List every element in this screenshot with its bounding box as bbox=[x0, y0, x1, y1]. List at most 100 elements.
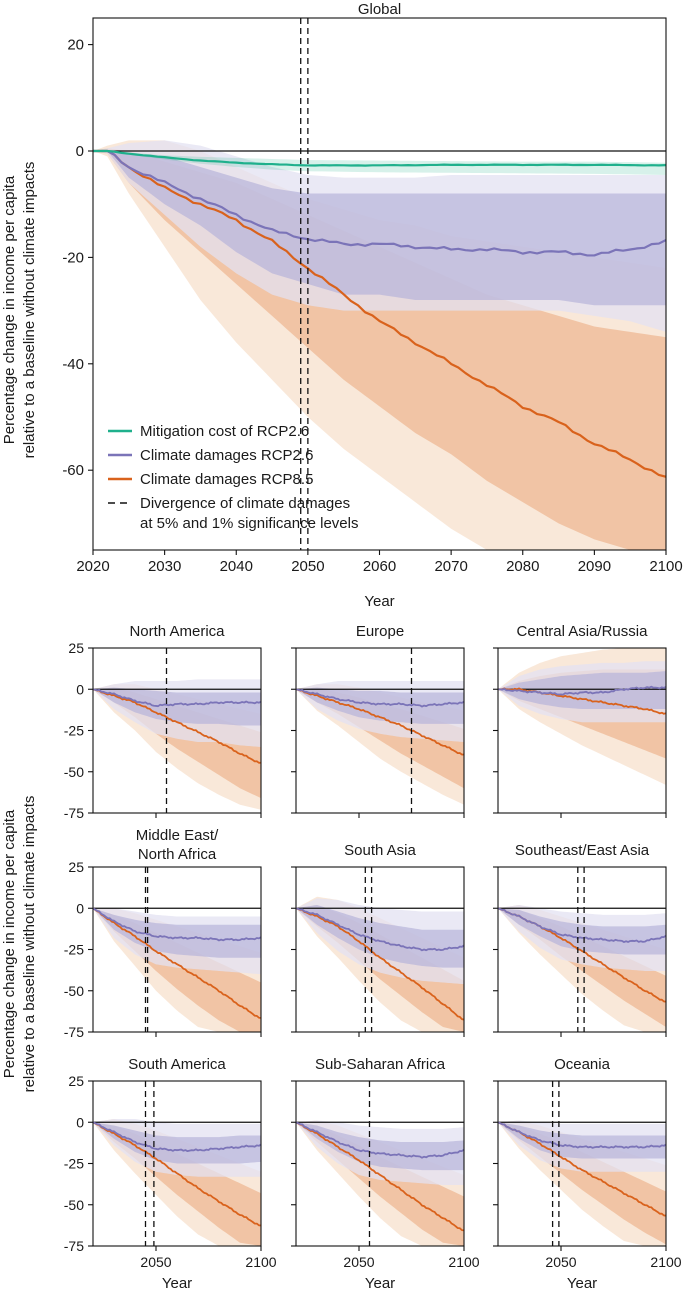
y-tick-label: -50 bbox=[64, 983, 84, 999]
grid-ylabel-line2: relative to a baseline without climate i… bbox=[21, 796, 38, 1093]
y-tick-label: -25 bbox=[64, 1156, 84, 1172]
plot-area bbox=[296, 648, 464, 813]
x-tick-label: 2100 bbox=[245, 1254, 276, 1270]
x-tick-label: 2050 bbox=[545, 1254, 576, 1270]
legend-label: Mitigation cost of RCP2.6 bbox=[140, 423, 309, 440]
plot-area bbox=[93, 18, 666, 550]
y-tick-label: -75 bbox=[64, 805, 84, 821]
series-line-rcp85 bbox=[296, 688, 464, 756]
plot-area bbox=[498, 648, 666, 785]
panel-title: Central Asia/Russia bbox=[517, 623, 649, 640]
band-inner-rcp26 bbox=[296, 687, 464, 724]
y-tick-label: -50 bbox=[64, 764, 84, 780]
panel-middle-east-north-africa: Middle East/North Africa 25 0 -25 -50 -75 bbox=[64, 827, 262, 1040]
x-tick-label: 2100 bbox=[448, 1254, 479, 1270]
x-tick-label: 2040 bbox=[220, 558, 253, 575]
series-line-rcp85 bbox=[93, 688, 261, 764]
y-tick-label: 20 bbox=[67, 37, 84, 54]
x-tick-label: 2100 bbox=[650, 1254, 681, 1270]
panel-sub-saharan-africa: Sub-Saharan Africa 2050 2100 Year bbox=[291, 1056, 480, 1292]
band-inner-rcp26 bbox=[93, 1122, 261, 1164]
y-tick-label: 0 bbox=[76, 900, 84, 916]
legend: Mitigation cost of RCP2.6 Climate damages… bbox=[108, 423, 358, 532]
panel-title-line2: North Africa bbox=[138, 846, 217, 863]
plot-area bbox=[93, 1081, 261, 1246]
legend-label-line2: at 5% and 1% significance levels bbox=[140, 515, 358, 532]
band-inner-rcp26 bbox=[93, 151, 666, 306]
plot-area bbox=[296, 867, 464, 1032]
panel-title: Europe bbox=[356, 623, 404, 640]
band-inner-rcp26 bbox=[93, 908, 261, 958]
series-line-rcp85 bbox=[93, 149, 666, 478]
y-tick-label: -25 bbox=[64, 942, 84, 958]
series-line-rcp26 bbox=[296, 688, 464, 708]
panel-oceania: Oceania 2050 2100 Year bbox=[493, 1056, 682, 1292]
panel-title: South Asia bbox=[344, 842, 416, 859]
panel-southeast-east-asia: Southeast/East Asia bbox=[493, 842, 667, 1037]
series-line-rcp26 bbox=[93, 688, 261, 708]
x-axis-title: Year bbox=[364, 593, 394, 610]
band-inner-rcp26 bbox=[296, 904, 464, 968]
y-tick-label: -25 bbox=[64, 723, 84, 739]
x-axis-title: Year bbox=[567, 1275, 597, 1292]
panel-title: Sub-Saharan Africa bbox=[315, 1056, 446, 1073]
x-tick-label: 2060 bbox=[363, 558, 396, 575]
panel-global: Global 20 0 -20 -40 -60 2020 2030 2040 2050 2060 20… bbox=[62, 1, 682, 610]
x-tick-label: 2080 bbox=[506, 558, 539, 575]
series-line-rcp85 bbox=[296, 1121, 464, 1232]
panel-title: North America bbox=[129, 623, 225, 640]
panel-title: Middle East/ bbox=[136, 827, 219, 844]
plot-area bbox=[93, 648, 261, 813]
x-axis-title: Year bbox=[162, 1275, 192, 1292]
y-tick-label: -75 bbox=[64, 1238, 84, 1254]
panel-title: South America bbox=[128, 1056, 226, 1073]
panel-north-america: North America 25 0 -25 -50 -75 bbox=[64, 623, 262, 821]
plot-area bbox=[498, 867, 666, 1032]
x-tick-label: 2090 bbox=[578, 558, 611, 575]
series-line-rcp26 bbox=[498, 685, 666, 696]
legend-label: Divergence of climate damages bbox=[140, 495, 350, 512]
plot-area bbox=[296, 1081, 464, 1246]
y-tick-label: 25 bbox=[68, 640, 84, 656]
panel-south-asia: South Asia bbox=[291, 842, 465, 1037]
series-line-rcp26 bbox=[296, 907, 464, 952]
panel-title: Oceania bbox=[554, 1056, 611, 1073]
panel-south-america: South America 25 0 -25 -50 -75 2050 2100 Year bbox=[64, 1056, 277, 1292]
y-tick-label: 0 bbox=[76, 1114, 84, 1130]
y-tick-label: -75 bbox=[64, 1024, 84, 1040]
y-tick-label: 0 bbox=[76, 681, 84, 697]
panel-title: Global bbox=[358, 1, 401, 18]
series-line-rcp85 bbox=[296, 907, 464, 1021]
y-tick-label: -20 bbox=[62, 249, 84, 266]
series-line-rcp26 bbox=[93, 907, 261, 942]
panel-europe: Europe bbox=[291, 623, 465, 818]
chart-panels: Global 20 0 -20 -40 -60 2020 2030 2040 2050 2060 20… bbox=[62, 1, 682, 1292]
x-tick-label: 2050 bbox=[140, 1254, 171, 1270]
figure-labels: Percentage change in income per capita r… bbox=[1, 162, 38, 1093]
series-line-rcp85 bbox=[93, 1121, 261, 1227]
legend-label: Climate damages RCP8.5 bbox=[140, 471, 313, 488]
series-line-rcp26 bbox=[296, 1121, 464, 1159]
series-line-mitigation bbox=[93, 149, 666, 167]
x-tick-label: 2050 bbox=[343, 1254, 374, 1270]
series-line-rcp26 bbox=[93, 1121, 261, 1153]
series-line-rcp85 bbox=[93, 907, 261, 1019]
band-inner-rcp26 bbox=[93, 687, 261, 726]
x-axis-title: Year bbox=[365, 1275, 395, 1292]
x-tick-label: 2020 bbox=[76, 558, 109, 575]
panel-title: Southeast/East Asia bbox=[515, 842, 650, 859]
grid-ylabel-line1: Percentage change in income per capita bbox=[1, 809, 18, 1078]
y-tick-label: 0 bbox=[76, 143, 84, 160]
series-line-rcp26 bbox=[498, 1121, 666, 1149]
y-tick-label: 25 bbox=[68, 859, 84, 875]
legend-label: Climate damages RCP2.6 bbox=[140, 447, 313, 464]
y-tick-label: 25 bbox=[68, 1073, 84, 1089]
band-inner-rcp26 bbox=[498, 1122, 666, 1159]
band-outer-mitigation bbox=[93, 151, 666, 175]
top-ylabel-line1: Percentage change in income per capita bbox=[1, 175, 18, 444]
band-inner-rcp26 bbox=[498, 671, 666, 710]
y-tick-label: -60 bbox=[62, 462, 84, 479]
x-tick-label: 2100 bbox=[649, 558, 682, 575]
plot-area bbox=[93, 867, 261, 1032]
